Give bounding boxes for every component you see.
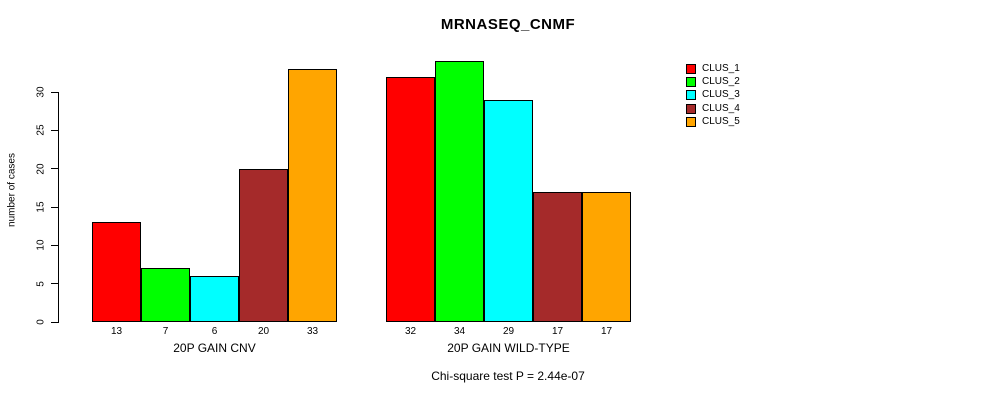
y-tick-label: 25 [35, 124, 47, 136]
bar-value-label: 7 [162, 326, 169, 337]
chart-title: MRNASEQ_CNMF [440, 16, 576, 33]
bar-value-label: 33 [306, 326, 319, 337]
bar-value-label: 34 [453, 326, 466, 337]
y-tick [51, 244, 58, 246]
bar-value-label: 32 [404, 326, 417, 337]
legend-label: CLUS_3 [702, 89, 740, 101]
y-tick [51, 168, 58, 170]
y-tick [51, 283, 58, 285]
bar-clus_3-2 [484, 100, 533, 322]
bar-value-label: 29 [502, 326, 515, 337]
y-tick-label: 30 [35, 86, 47, 98]
legend-item-clus_2: CLUS_2 [686, 75, 740, 88]
legend-swatch [686, 63, 696, 74]
legend-item-clus_3: CLUS_3 [686, 89, 740, 102]
legend-label: CLUS_1 [702, 62, 740, 74]
group-label: 20P GAIN CNV [173, 341, 256, 355]
chi-square-annotation: Chi-square test P = 2.44e-07 [431, 369, 585, 383]
legend-label: CLUS_2 [702, 76, 740, 88]
group-label: 20P GAIN WILD-TYPE [447, 341, 570, 355]
bar-clus_1-2 [386, 77, 435, 322]
y-tick [51, 129, 58, 131]
bar-value-label: 20 [257, 326, 270, 337]
bar-clus_1-1 [92, 222, 141, 322]
y-tick-label: 5 [35, 280, 47, 287]
legend: CLUS_1 CLUS_2 CLUS_3 CLUS_4 CLUS_5 [686, 62, 740, 129]
bar-clus_3-1 [190, 276, 239, 322]
y-tick-label: 10 [35, 239, 47, 251]
bar-clus_2-1 [141, 268, 190, 322]
legend-item-clus_5: CLUS_5 [686, 116, 740, 129]
legend-item-clus_1: CLUS_1 [686, 62, 740, 75]
bar-clus_4-1 [239, 169, 288, 322]
y-tick-label: 15 [35, 201, 47, 213]
bar-value-label: 6 [211, 326, 218, 337]
legend-swatch [686, 77, 696, 88]
bar-clus_5-2 [582, 192, 631, 322]
bar-value-label: 17 [551, 326, 564, 337]
bar-clus_4-2 [533, 192, 582, 322]
bar-clus_5-1 [288, 69, 337, 322]
y-axis-label: number of cases [6, 153, 18, 227]
legend-swatch [686, 117, 696, 128]
y-axis-line [58, 92, 59, 323]
legend-swatch [686, 90, 696, 101]
legend-label: CLUS_5 [702, 116, 740, 128]
bar-clus_2-2 [435, 61, 484, 322]
y-tick-label: 20 [35, 163, 47, 175]
bar-value-label: 13 [110, 326, 123, 337]
y-tick [51, 206, 58, 208]
legend-swatch [686, 103, 696, 114]
y-tick [51, 321, 58, 323]
bar-value-label: 17 [600, 326, 613, 337]
y-tick [51, 91, 58, 93]
legend-label: CLUS_4 [702, 102, 740, 114]
legend-item-clus_4: CLUS_4 [686, 102, 740, 115]
y-tick-label: 0 [35, 319, 47, 325]
